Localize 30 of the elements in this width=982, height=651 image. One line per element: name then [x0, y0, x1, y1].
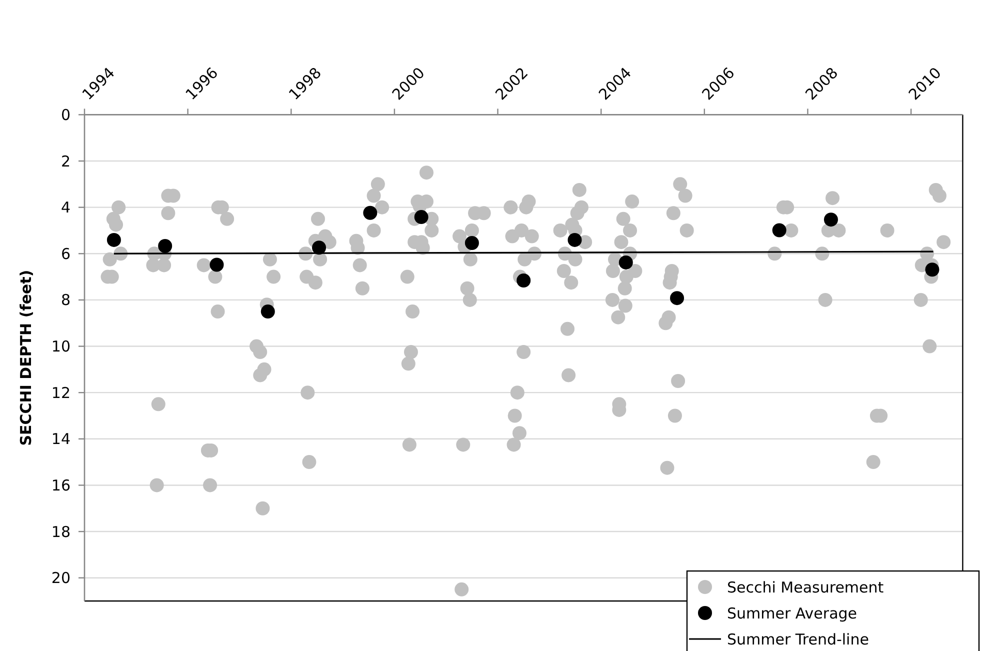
legend-label: Secchi Measurement — [727, 578, 884, 596]
y-tick-label: 14 — [51, 430, 70, 448]
point — [106, 232, 121, 247]
y-tick-label: 4 — [60, 198, 70, 217]
y-tick-label: 6 — [60, 244, 70, 263]
point — [618, 255, 633, 270]
point — [158, 239, 172, 253]
point — [312, 240, 326, 255]
point — [824, 212, 838, 227]
y-tick-label: 20 — [51, 569, 70, 588]
point — [925, 262, 940, 277]
point — [210, 258, 224, 272]
y-tick-label: 0 — [60, 106, 70, 124]
y-tick-label: 12 — [51, 384, 70, 402]
point — [260, 304, 275, 319]
point — [568, 232, 582, 247]
y-tick-label: 2 — [60, 152, 70, 170]
point — [363, 206, 378, 220]
y-axis-title: SECCHI DEPTH (feet) — [17, 270, 35, 446]
point — [516, 274, 531, 288]
point — [772, 223, 786, 238]
y-tick-label: 10 — [51, 338, 70, 356]
point — [414, 210, 428, 224]
y-tick-label: 16 — [51, 476, 70, 494]
point — [670, 291, 684, 306]
legend-label: Summer Average — [727, 604, 858, 622]
legend-label: Summer Trend-line — [727, 630, 869, 648]
point — [464, 236, 479, 250]
y-tick-label: 8 — [60, 291, 70, 310]
y-tick-label: 18 — [51, 522, 70, 541]
